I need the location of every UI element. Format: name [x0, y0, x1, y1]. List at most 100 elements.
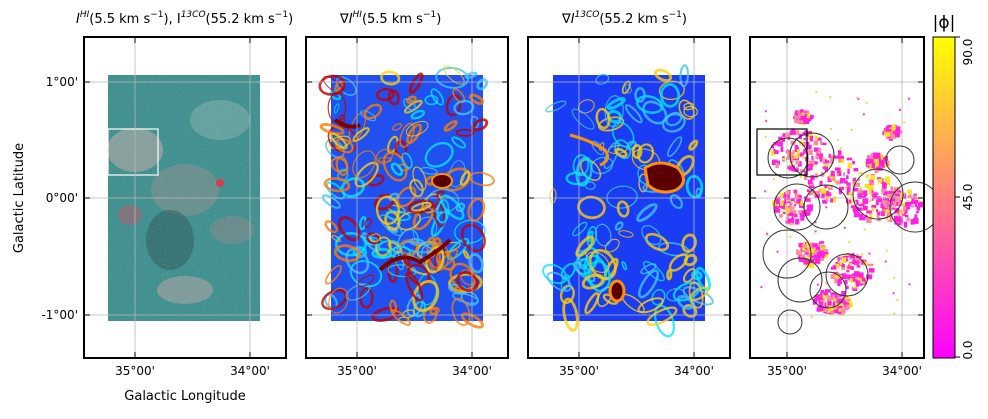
gradient-filament — [362, 236, 383, 246]
phi-speck — [848, 241, 851, 244]
phi-patch — [847, 302, 853, 308]
phi-patch — [779, 214, 783, 218]
panel-3-title: ∇I13CO(55.2 km s−1) — [561, 10, 687, 27]
phi-patch — [818, 147, 821, 153]
phi-patch — [872, 193, 878, 199]
panel-3-grid — [528, 37, 730, 358]
gradient-filament — [637, 269, 660, 299]
phi-speck — [850, 129, 853, 131]
phi-patch — [866, 217, 872, 224]
phi-patch — [862, 281, 865, 284]
phi-patch — [819, 241, 825, 244]
phi-patch — [883, 203, 888, 207]
panel-2-title: ∇IHI(5.5 km s−1) — [339, 10, 441, 27]
phi-patch — [833, 304, 836, 309]
phi-patch — [809, 248, 815, 253]
phi-patch — [857, 277, 862, 281]
gradient-filament — [453, 99, 475, 116]
panel-1-x-tick-1: 35°00' — [115, 364, 155, 378]
panel-3-x-tick-2: 34°00' — [674, 364, 714, 378]
phi-patch — [864, 214, 868, 219]
phi-patch — [903, 208, 908, 214]
gradient-filament — [666, 288, 685, 302]
gradient-filament — [424, 141, 454, 168]
phi-patch — [871, 181, 875, 186]
gradient-filament — [595, 107, 611, 130]
phi-patch — [820, 290, 825, 293]
phi-patch — [802, 170, 806, 173]
phi-patch — [779, 139, 782, 142]
gradient-filament — [606, 97, 626, 110]
phi-patch — [824, 289, 831, 293]
phi-patch — [771, 144, 775, 149]
phi-patch — [912, 200, 917, 204]
phi-patch — [810, 175, 815, 181]
phi-patch — [817, 243, 821, 246]
phi-patch — [849, 262, 852, 266]
phi-patch — [917, 197, 920, 203]
phi-patch — [894, 127, 898, 133]
phi-patch — [815, 155, 820, 160]
phi-patch — [890, 134, 896, 139]
phi-patch — [851, 273, 855, 277]
phi-patch — [834, 278, 840, 281]
phi-patch — [820, 245, 826, 252]
phi-patch — [856, 199, 859, 205]
phi-speck — [857, 98, 860, 101]
phi-patch — [798, 243, 803, 248]
gradient-filament — [406, 123, 423, 145]
phi-patch — [859, 272, 864, 278]
phi-patch — [833, 309, 839, 314]
phi-patch — [822, 252, 828, 255]
phi-patch — [852, 160, 855, 165]
gradient-filament — [616, 200, 630, 218]
phi-patch — [807, 131, 812, 137]
gradient-filament — [410, 109, 426, 120]
gradient-filament — [328, 287, 349, 314]
phi-speck — [884, 260, 887, 263]
gradient-filament — [455, 128, 475, 137]
panel-4-texture — [760, 90, 923, 318]
gradient-filament — [451, 297, 471, 326]
phi-patch — [832, 265, 837, 270]
phi-patch — [859, 186, 862, 192]
phi-patch — [895, 126, 901, 132]
phi-patch — [845, 304, 850, 309]
phi-patch — [852, 188, 859, 192]
phi-patch — [844, 186, 848, 189]
phi-patch — [858, 172, 863, 175]
phi-patch — [906, 217, 910, 222]
phi-patch — [781, 137, 785, 142]
phi-speck — [825, 206, 828, 209]
phi-patch — [854, 271, 860, 277]
gradient-filament — [634, 87, 646, 103]
phi-patch — [840, 178, 844, 184]
phi-patch — [846, 175, 849, 180]
gradient-filament — [364, 218, 372, 229]
phi-patch — [813, 147, 820, 152]
gradient-filament — [371, 247, 393, 260]
phi-patch — [910, 219, 915, 225]
gradient-filament — [637, 143, 655, 164]
gradient-filament — [412, 279, 440, 312]
phi-speck — [840, 169, 843, 172]
phi-patch — [826, 297, 832, 302]
phi-patch — [788, 209, 794, 214]
gradient-filament — [401, 152, 413, 169]
phi-patch — [863, 261, 868, 266]
region-circle — [777, 309, 803, 335]
gradient-filament — [390, 162, 404, 176]
phi-speck — [862, 113, 865, 116]
phi-patch — [891, 127, 896, 134]
gradient-filament — [606, 185, 638, 209]
phi-patch — [789, 130, 796, 135]
phi-patch — [782, 200, 788, 205]
phi-patch — [780, 209, 783, 212]
phi-patch — [844, 279, 848, 285]
panel-1-title: IHI(5.5 km s−1), I13CO(55.2 km s−1) — [76, 10, 293, 27]
phi-patch — [796, 149, 800, 155]
panel-2-texture — [318, 65, 495, 329]
gradient-filament — [654, 68, 673, 82]
phi-patch — [872, 153, 877, 158]
phi-speck — [766, 233, 769, 236]
